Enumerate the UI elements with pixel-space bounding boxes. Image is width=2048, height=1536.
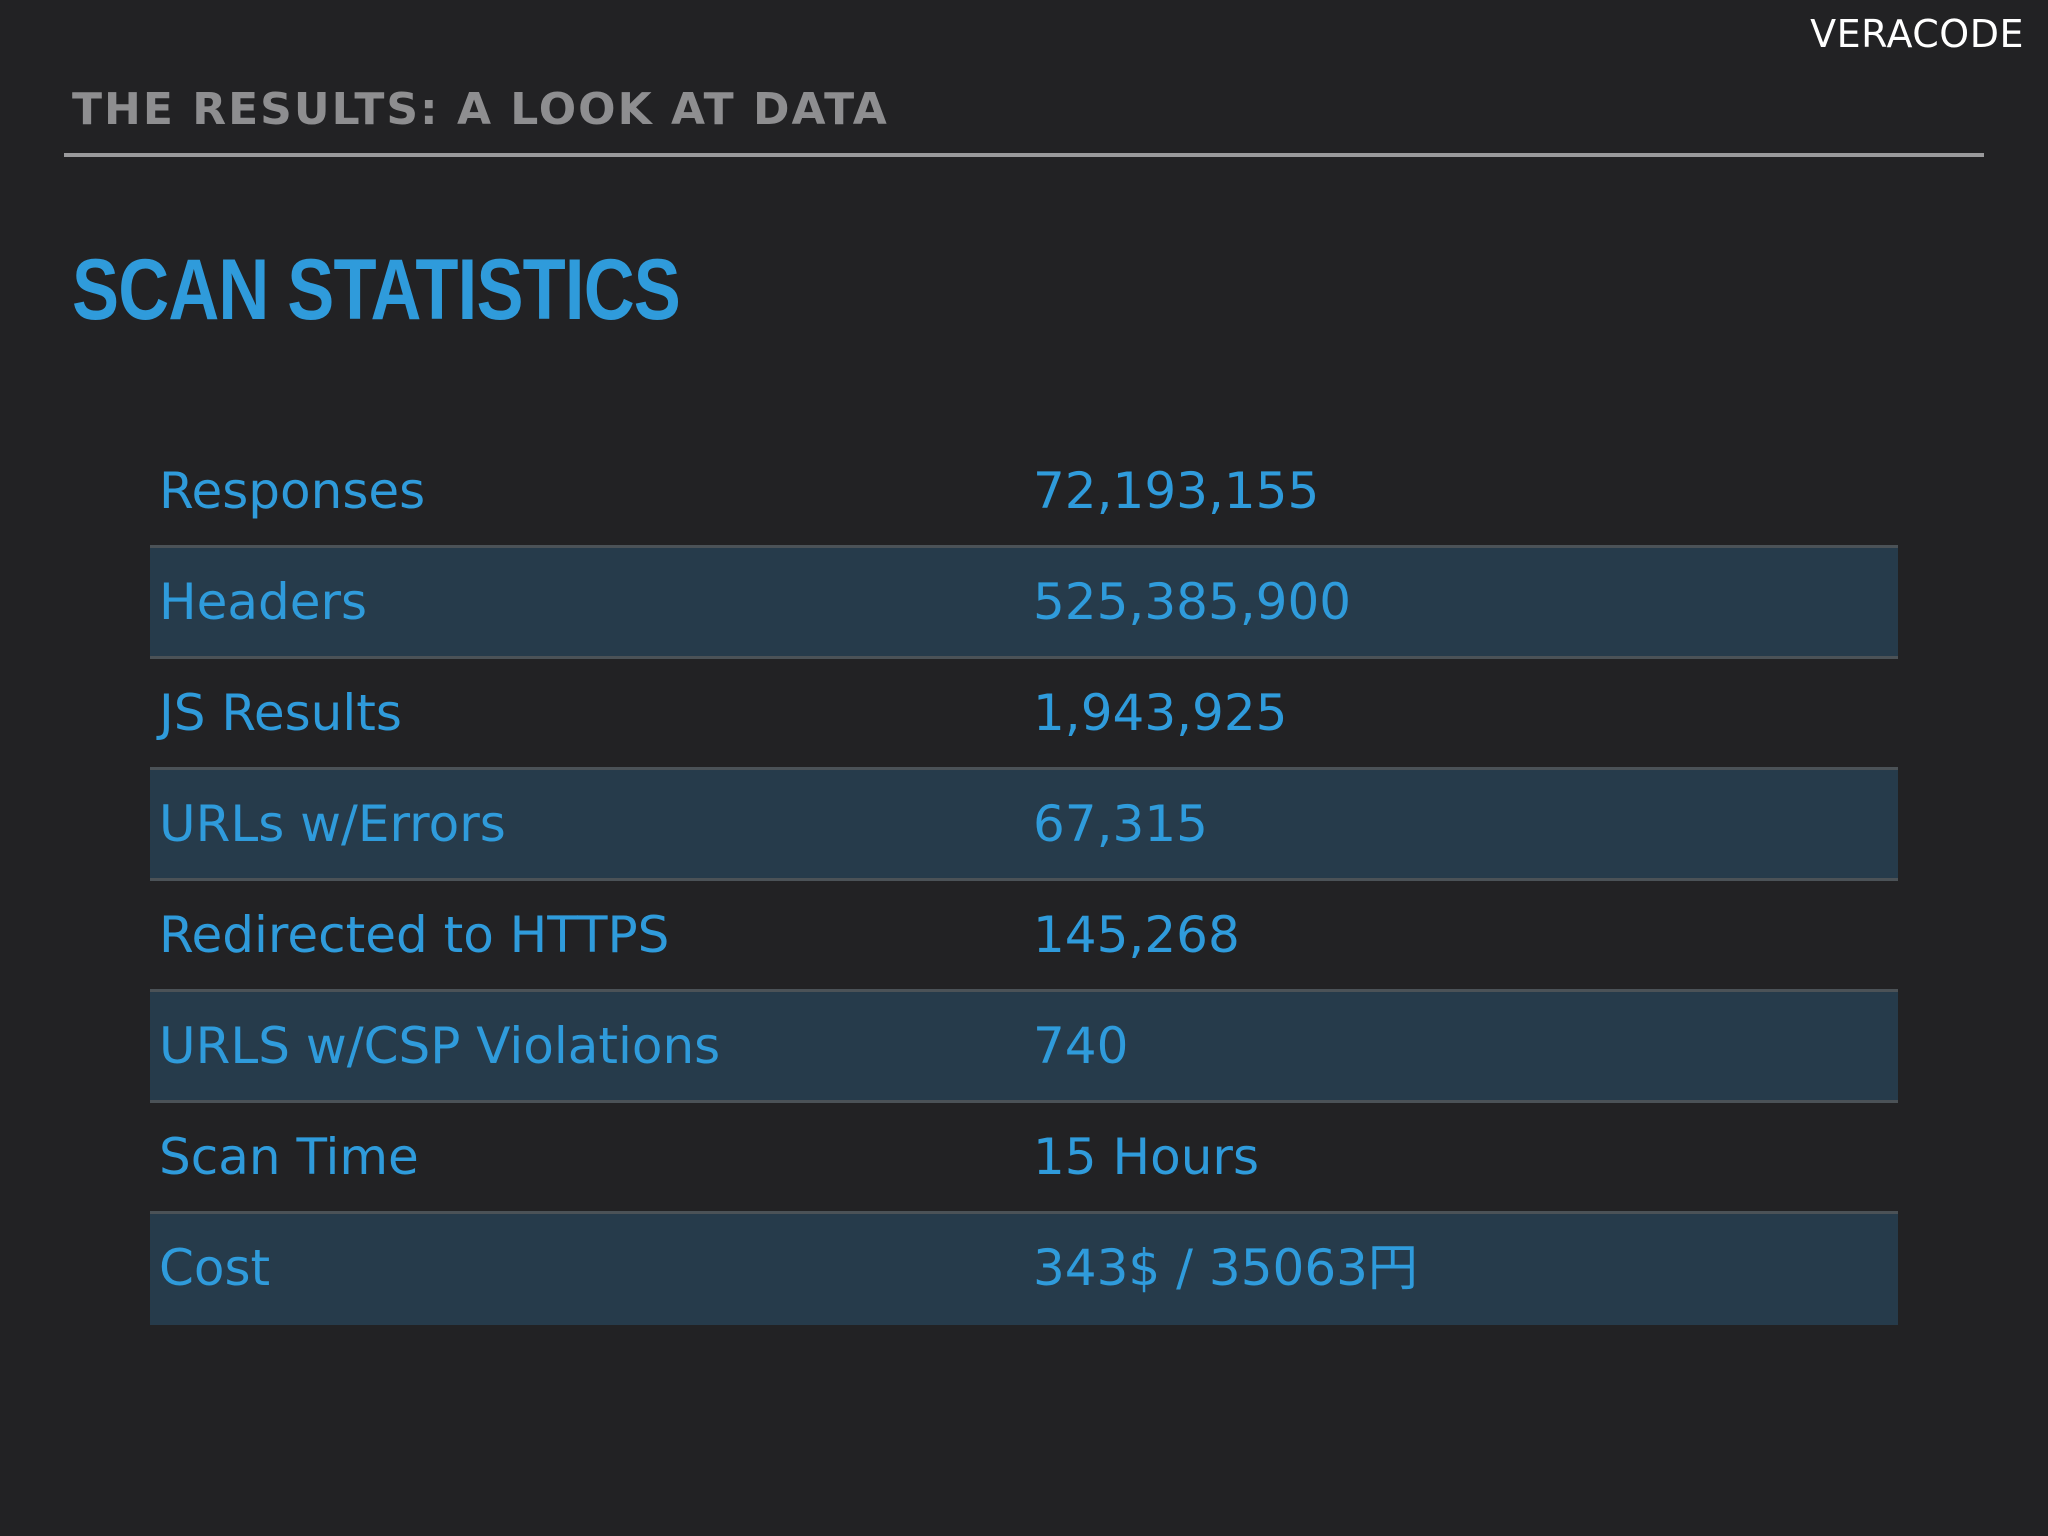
stat-label: Redirected to HTTPS — [159, 906, 670, 964]
section-label: THE RESULTS: A LOOK AT DATA — [72, 84, 889, 135]
stat-value: 525,385,900 — [1033, 573, 1352, 631]
stat-label: Cost — [159, 1239, 271, 1297]
stat-value: 15 Hours — [1033, 1128, 1260, 1186]
stat-label: Scan Time — [159, 1128, 419, 1186]
stat-value: 740 — [1033, 1017, 1129, 1075]
stat-label: Headers — [159, 573, 368, 631]
slide-title: SCAN STATISTICS — [72, 242, 681, 338]
table-row: JS Results 1,943,925 — [150, 659, 1898, 770]
section-divider — [64, 153, 1984, 157]
table-row: Redirected to HTTPS 145,268 — [150, 881, 1898, 992]
table-row: Responses 72,193,155 — [150, 437, 1898, 548]
stats-table: Responses 72,193,155 Headers 525,385,900… — [150, 437, 1898, 1325]
table-row: Scan Time 15 Hours — [150, 1103, 1898, 1214]
stat-value: 72,193,155 — [1033, 462, 1320, 520]
stat-label: URLS w/CSP Violations — [159, 1017, 721, 1075]
table-row: Headers 525,385,900 — [150, 548, 1898, 659]
stat-label: Responses — [159, 462, 426, 520]
table-row: URLs w/Errors 67,315 — [150, 770, 1898, 881]
stat-label: JS Results — [159, 684, 402, 742]
stat-value: 1,943,925 — [1033, 684, 1288, 742]
stat-label: URLs w/Errors — [159, 795, 506, 853]
stat-value: 145,268 — [1033, 906, 1240, 964]
stat-value: 343$ / 35063円 — [1033, 1239, 1418, 1297]
brand-logo-text: VERACODE — [1810, 12, 2024, 56]
stat-value: 67,315 — [1033, 795, 1208, 853]
table-row: URLS w/CSP Violations 740 — [150, 992, 1898, 1103]
table-row: Cost 343$ / 35063円 — [150, 1214, 1898, 1325]
